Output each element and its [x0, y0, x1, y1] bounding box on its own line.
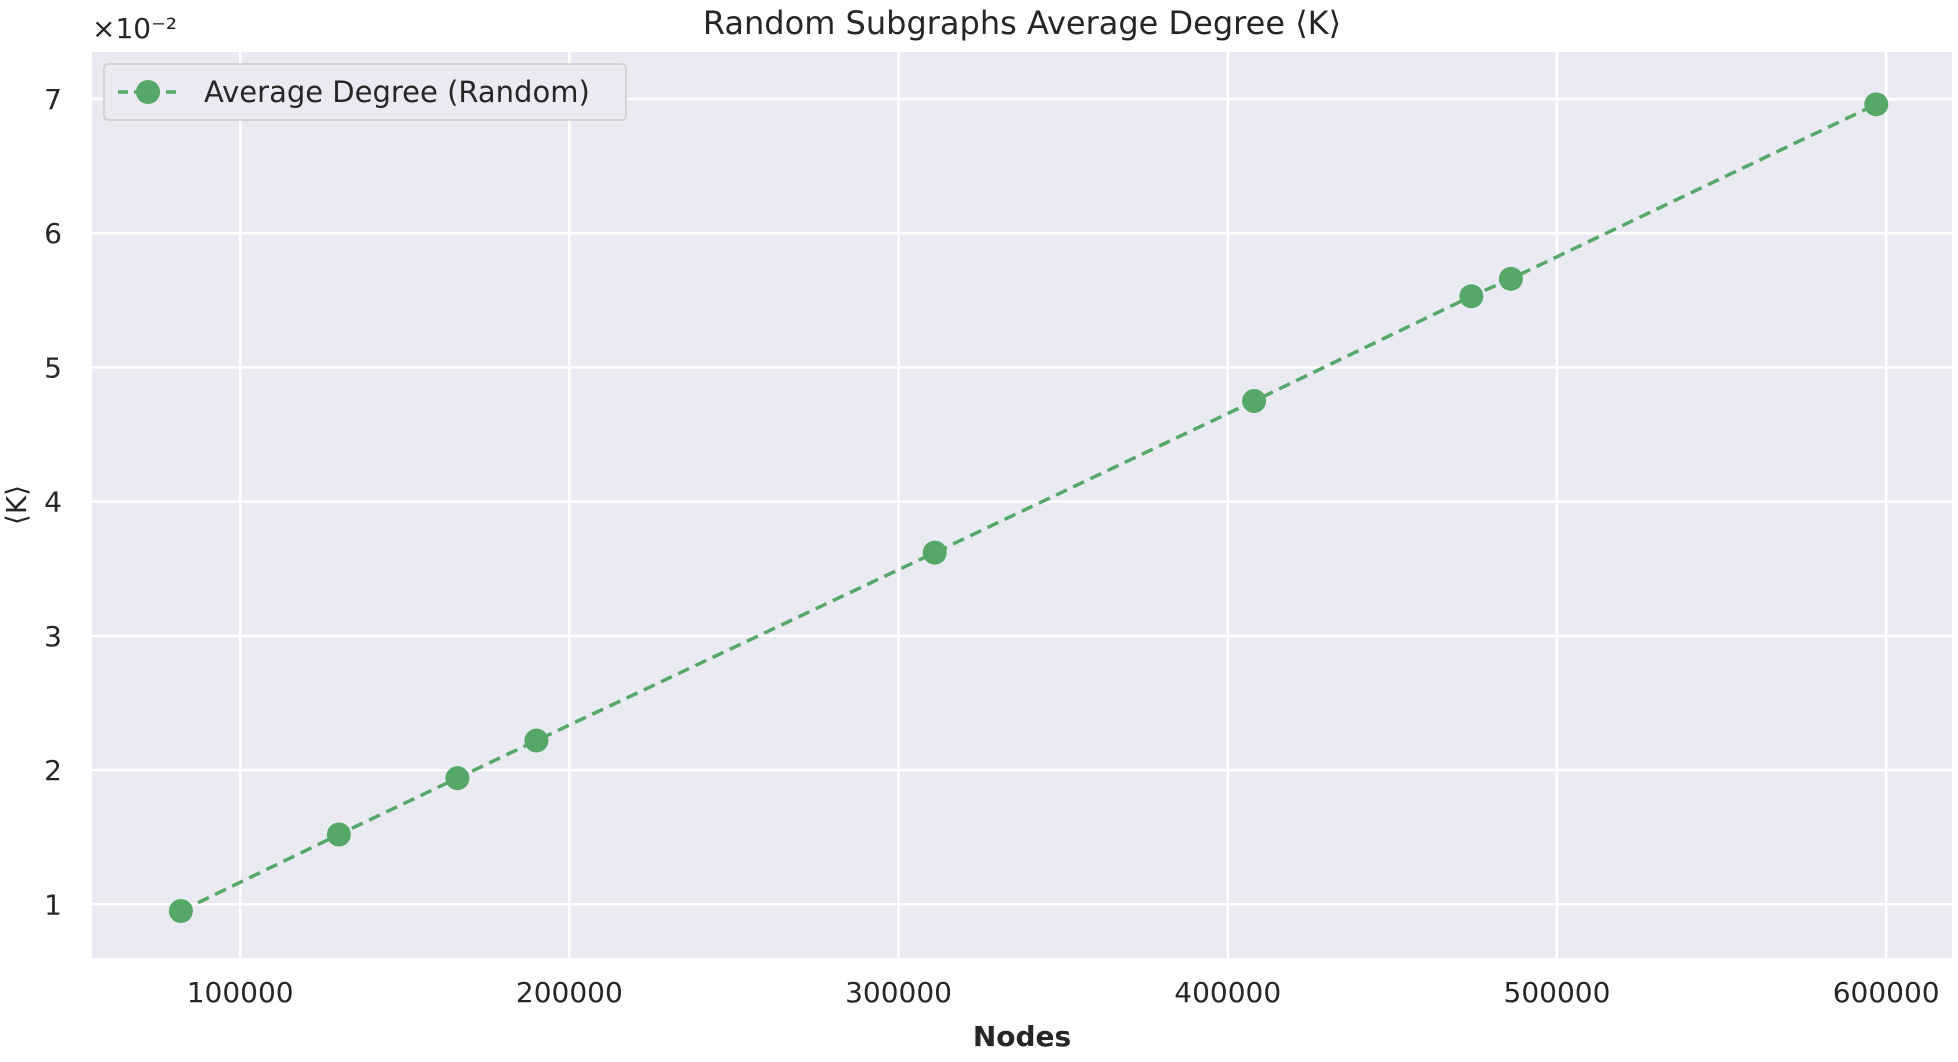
grid: [92, 52, 1952, 958]
data-point: [922, 540, 947, 565]
data-point: [1459, 284, 1484, 309]
y-tick-label: 1: [44, 888, 62, 921]
y-axis-label: ⟨K⟩: [0, 485, 33, 525]
tick-labels: 100000 200000 300000 400000 500000 600000 1 2 3 4…: [44, 83, 1939, 1009]
y-tick-label: 5: [44, 351, 62, 384]
series-layer: [168, 92, 1889, 924]
legend: Average Degree (Random): [103, 63, 627, 121]
chart-title: Random Subgraphs Average Degree ⟨K⟩: [703, 4, 1341, 42]
x-tick-label: 500000: [1504, 976, 1611, 1009]
x-tick-label: 600000: [1833, 976, 1940, 1009]
data-point: [524, 728, 549, 753]
data-point: [1498, 266, 1523, 291]
x-tick-label: 300000: [845, 976, 952, 1009]
x-tick-label: 400000: [1174, 976, 1281, 1009]
x-axis-label: Nodes: [973, 1020, 1071, 1053]
legend-box: [103, 63, 627, 121]
data-point: [1864, 92, 1889, 117]
data-point: [326, 822, 351, 847]
y-tick-label: 3: [44, 620, 62, 653]
data-point: [168, 899, 193, 924]
x-tick-label: 200000: [516, 976, 623, 1009]
data-point: [1242, 388, 1267, 413]
data-point: [445, 766, 470, 791]
y-tick-label: 6: [44, 217, 62, 250]
y-tick-label: 2: [44, 754, 62, 787]
legend-label: Average Degree (Random): [204, 75, 590, 109]
series-line: [180, 102, 1878, 913]
y-axis-offset-label: ×10⁻²: [92, 12, 177, 45]
legend-marker: [136, 80, 160, 104]
plot-area: [92, 52, 1952, 958]
x-tick-label: 100000: [187, 976, 294, 1009]
y-tick-label: 7: [44, 83, 62, 116]
y-tick-label: 4: [44, 486, 62, 519]
